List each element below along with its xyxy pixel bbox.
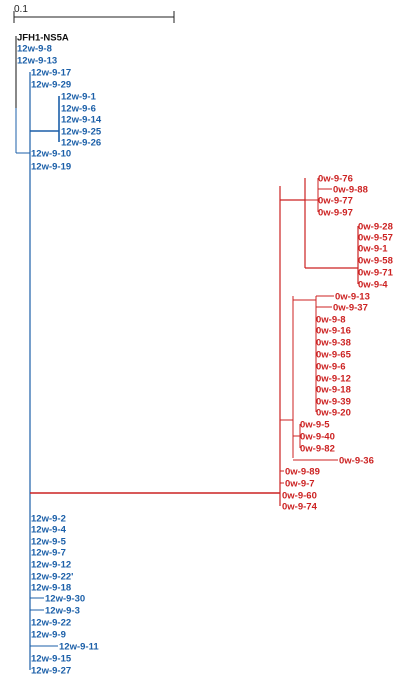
tip-label-blue: 12w-9-15 <box>31 654 72 665</box>
tip-label-blue: 12w-9-12 <box>31 560 71 571</box>
tip-label-blue: 12w-9-29 <box>31 80 71 91</box>
tip-label-red: 0w-9-5 <box>300 420 330 431</box>
tip-label-blue: 12w-9-2 <box>31 514 66 525</box>
tip-label-red: 0w-9-97 <box>318 208 353 219</box>
tip-label-blue: 12w-9-22 <box>31 618 71 629</box>
scale-bar-label: 0.1 <box>14 4 28 15</box>
tip-label-blue: 12w-9-17 <box>31 68 71 79</box>
tip-label-blue: 12w-9-14 <box>61 115 102 126</box>
tip-label-blue: 12w-9-26 <box>61 138 101 149</box>
tip-label-blue: 12w-9-30 <box>45 594 85 605</box>
tree-labels: JFH1-NS5A12w-9-812w-9-1312w-9-1712w-9-29… <box>17 33 394 677</box>
tip-label-blue: 12w-9-27 <box>31 666 71 677</box>
tip-label-blue: 12w-9-1 <box>61 92 97 103</box>
tip-label-red: 0w-9-82 <box>300 444 335 455</box>
tip-label-blue: 12w-9-9 <box>31 630 66 641</box>
tip-label-red: 0w-9-4 <box>358 280 388 291</box>
tip-label-red: 0w-9-77 <box>318 196 353 207</box>
tip-label-red: 0w-9-8 <box>316 315 346 326</box>
tip-label-red: 0w-9-57 <box>358 233 393 244</box>
tip-label-red: 0w-9-88 <box>333 185 368 196</box>
tip-label-blue: 12w-9-4 <box>31 525 67 536</box>
tip-label-blue: 12w-9-7 <box>31 548 66 559</box>
tip-label-red: 0w-9-28 <box>358 222 393 233</box>
tip-label-blue: 12w-9-25 <box>61 127 102 138</box>
tip-label-red: 0w-9-20 <box>316 408 351 419</box>
tip-label-red: 0w-9-7 <box>285 479 315 490</box>
tip-label-red: 0w-9-60 <box>282 491 317 502</box>
tip-label-red: 0w-9-74 <box>282 502 318 513</box>
tip-label-red: 0w-9-1 <box>358 244 388 255</box>
tip-label-red: 0w-9-36 <box>339 456 374 467</box>
tip-label-root: JFH1-NS5A <box>17 33 69 44</box>
tip-label-blue: 12w-9-19 <box>31 162 71 173</box>
tip-label-blue: 12w-9-11 <box>59 642 99 653</box>
tip-label-blue: 12w-9-18 <box>31 583 71 594</box>
tip-label-blue: 12w-9-5 <box>31 537 67 548</box>
tip-label-red: 0w-9-38 <box>316 338 351 349</box>
tip-label-red: 0w-9-71 <box>358 268 394 279</box>
tip-label-blue: 12w-9-8 <box>17 44 52 55</box>
tip-label-red: 0w-9-40 <box>300 432 335 443</box>
tip-label-blue: 12w-9-6 <box>61 104 96 115</box>
tip-label-red: 0w-9-89 <box>285 467 320 478</box>
tip-label-red: 0w-9-39 <box>316 397 351 408</box>
tip-label-red: 0w-9-37 <box>333 303 368 314</box>
tip-label-red: 0w-9-76 <box>318 174 353 185</box>
tip-label-blue: 12w-9-22' <box>31 572 73 583</box>
tree-branches <box>15 36 359 670</box>
scale-bar: 0.1 <box>13 4 175 23</box>
tip-label-blue: 12w-9-13 <box>17 56 57 67</box>
tip-label-blue: 12w-9-10 <box>31 149 71 160</box>
tip-label-red: 0w-9-65 <box>316 350 352 361</box>
tip-label-red: 0w-9-13 <box>335 292 370 303</box>
tip-label-red: 0w-9-16 <box>316 326 351 337</box>
tip-label-blue: 12w-9-3 <box>45 606 80 617</box>
tip-label-red: 0w-9-58 <box>358 256 393 267</box>
tip-label-red: 0w-9-6 <box>316 362 346 373</box>
tip-label-red: 0w-9-12 <box>316 374 351 385</box>
tip-label-red: 0w-9-18 <box>316 385 351 396</box>
